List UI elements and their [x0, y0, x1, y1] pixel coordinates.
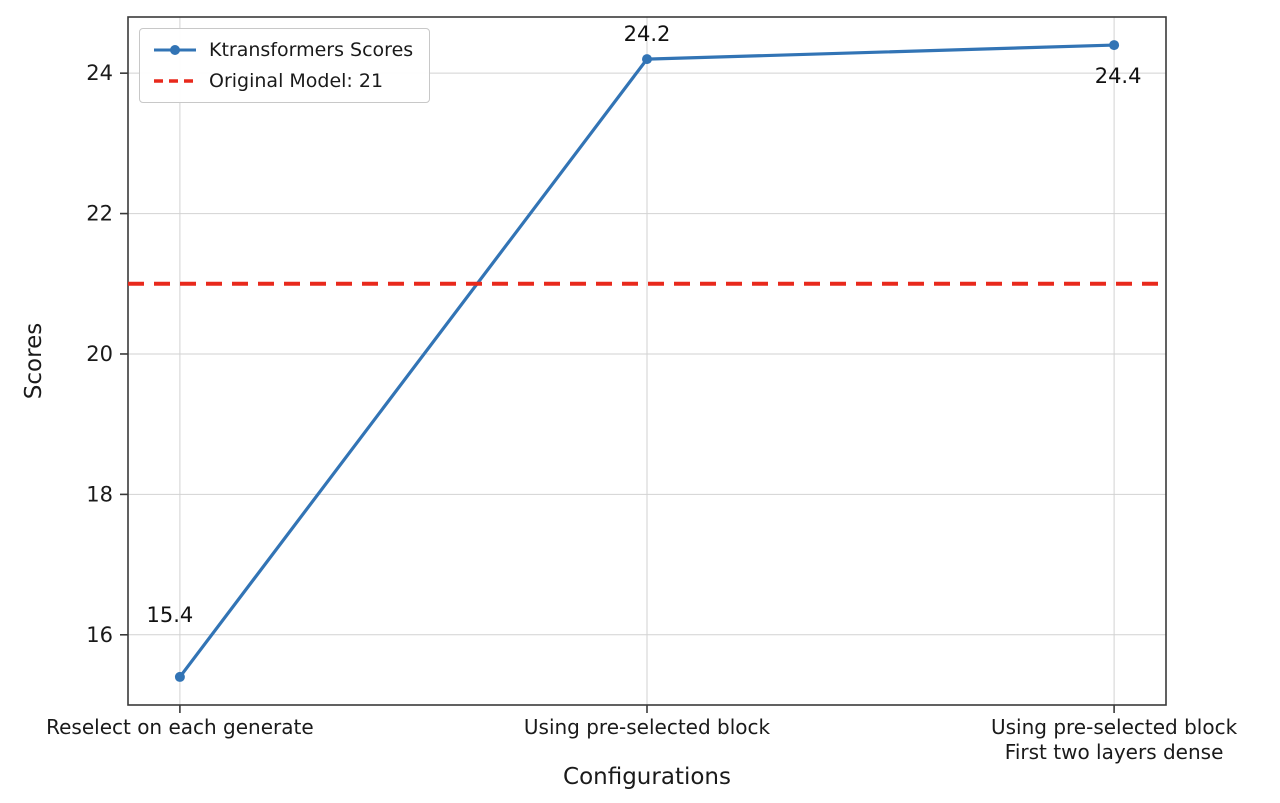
- legend-item-series: Ktransformers Scores: [152, 39, 413, 61]
- series-point: [642, 54, 652, 65]
- x-tick-label: Reselect on each generate: [46, 715, 314, 739]
- y-axis-label: Scores: [21, 322, 47, 400]
- point-label: 24.4: [1095, 64, 1142, 88]
- point-label: 24.2: [624, 22, 671, 46]
- legend: Ktransformers Scores Original Model: 21: [139, 28, 431, 103]
- y-tick-label: 16: [86, 623, 113, 647]
- y-tick-label: 18: [86, 482, 113, 506]
- y-tick-label: 20: [86, 342, 113, 366]
- x-tick-label: Using pre-selected block: [524, 715, 771, 739]
- y-tick-label: 22: [86, 202, 113, 226]
- point-label: 15.4: [147, 603, 194, 627]
- x-axis-label: Configurations: [563, 764, 731, 790]
- y-tick-label: 24: [86, 61, 113, 85]
- reference-line-sample-icon: [154, 79, 196, 83]
- series-point: [1109, 40, 1120, 51]
- series-point: [174, 671, 185, 682]
- series-line-sample-icon: [154, 45, 196, 55]
- x-tick-label: Using pre-selected block: [991, 715, 1238, 739]
- x-tick-label: First two layers dense: [1005, 740, 1224, 764]
- legend-label-series: Ktransformers Scores: [209, 39, 414, 61]
- legend-label-reference: Original Model: 21: [209, 70, 384, 92]
- legend-item-reference: Original Model: 21: [152, 70, 413, 92]
